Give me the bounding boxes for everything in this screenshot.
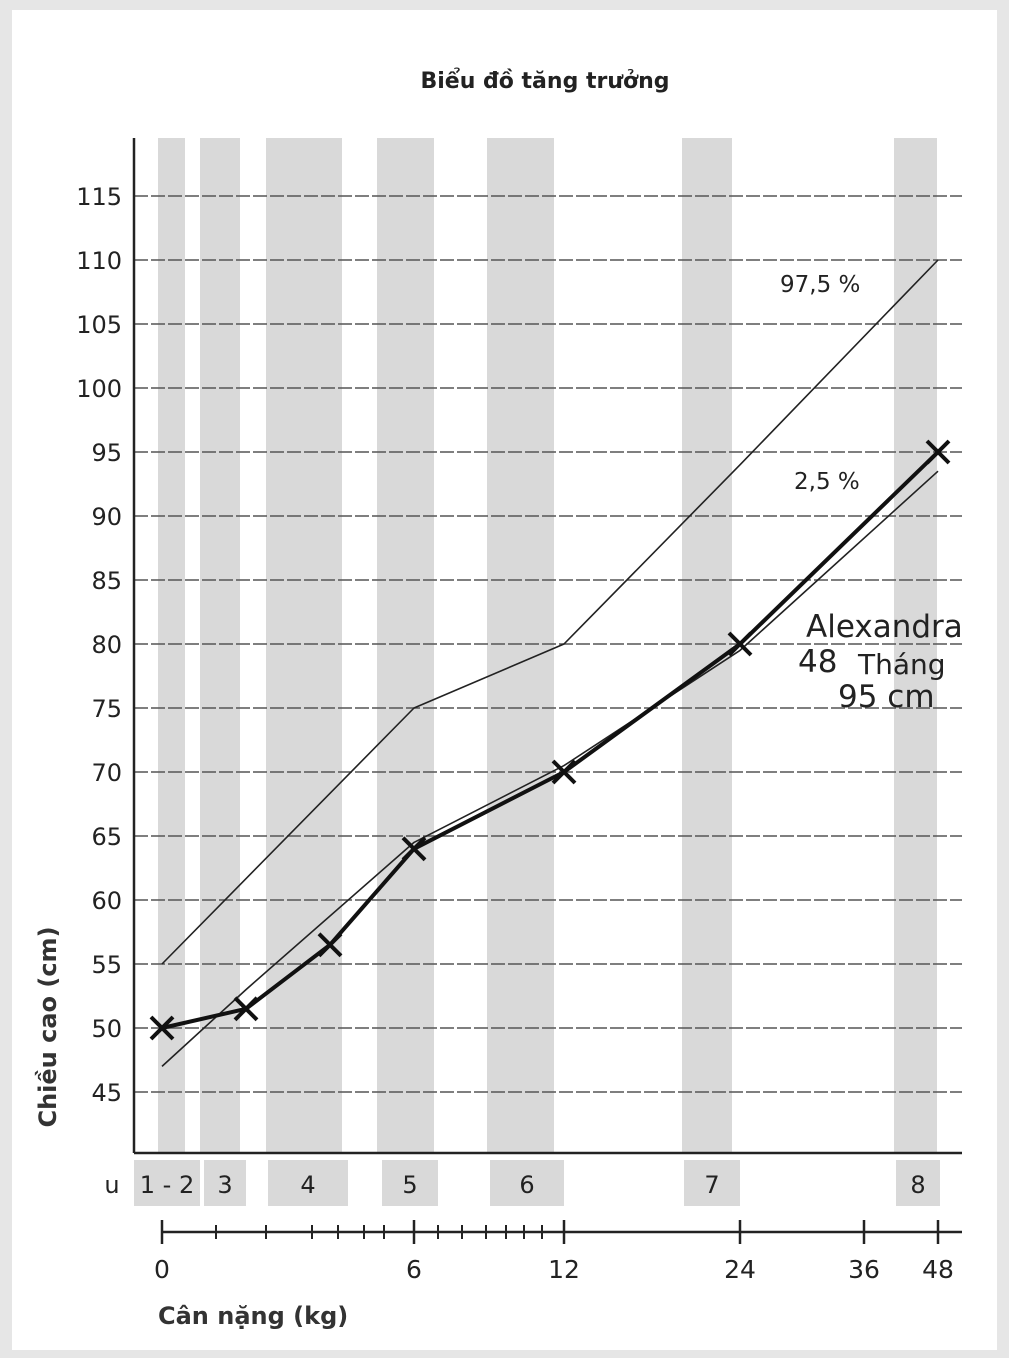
gridlines: [134, 195, 962, 1093]
band-label-box-5: [490, 1160, 564, 1206]
y-axis-title: Chiều cao (cm): [34, 926, 62, 1127]
series-line-1: [161, 259, 939, 965]
y-tick-60: 60: [91, 887, 122, 915]
data-point-5: [551, 759, 577, 785]
chart-title: Biểu đồ tăng trưởng: [420, 68, 669, 94]
data-point-4: [401, 836, 427, 862]
x-tick-0: 0: [154, 1255, 170, 1284]
y-tick-labels: 45 50 55 60 65 70 75 80 85 90 95 100 105 110 115: [76, 183, 122, 1107]
age-band-3: [266, 138, 342, 1153]
series-line-2: [161, 470, 939, 1067]
band-label-2: 3: [217, 1171, 232, 1199]
y-tick-85: 85: [91, 567, 122, 595]
band-label-7: 8: [910, 1171, 925, 1199]
band-label-3: 4: [300, 1171, 315, 1199]
y-tick-65: 65: [91, 823, 122, 851]
band-label-5: 6: [519, 1171, 534, 1199]
y-tick-55: 55: [91, 951, 122, 979]
x-tick-24: 24: [724, 1255, 756, 1284]
band-labels: u 1 - 2 3 4 5 6 7 8: [104, 1160, 940, 1206]
series-label-2-5: 2,5 %: [794, 469, 860, 495]
y-tick-90: 90: [91, 503, 122, 531]
x-axis-title: Cân nặng (kg): [158, 1302, 348, 1330]
band-label-6: 7: [704, 1171, 719, 1199]
age-band-4: [377, 138, 434, 1153]
y-tick-115: 115: [76, 183, 122, 211]
band-label-4: 5: [402, 1171, 417, 1199]
data-point-6: [727, 631, 753, 657]
data-point-7: [925, 439, 951, 465]
annotation-age-unit: Tháng: [857, 648, 946, 681]
band-label-1: 1 - 2: [140, 1171, 194, 1199]
data-markers: [149, 439, 951, 1041]
axes: [132, 138, 962, 1234]
y-tick-70: 70: [91, 759, 122, 787]
y-tick-45: 45: [91, 1079, 122, 1107]
x-tick-12: 12: [548, 1255, 580, 1284]
y-tick-75: 75: [91, 695, 122, 723]
band-label-box-6: [684, 1160, 740, 1206]
data-point-2: [233, 996, 259, 1022]
band-prefix-label: u: [104, 1171, 119, 1199]
age-band-6: [682, 138, 732, 1153]
age-band-1: [158, 138, 185, 1153]
annotation-age: 48: [798, 644, 837, 680]
band-label-box-1: [134, 1160, 200, 1206]
annotation-height: 95 cm: [838, 679, 935, 715]
y-tick-80: 80: [91, 631, 122, 659]
chart-frame: 45 50 55 60 65 70 75 80 85 90 95 100 105 110 115 0 6 12 2…: [12, 10, 997, 1350]
data-point-1: [149, 1015, 175, 1041]
band-label-box-7: [896, 1160, 940, 1206]
y-tick-95: 95: [91, 439, 122, 467]
x-tick-labels: 0 6 12 24 36 48: [154, 1220, 954, 1284]
age-band-2: [200, 138, 240, 1153]
x-tick-6: 6: [406, 1255, 422, 1284]
age-bands: [158, 138, 937, 1153]
band-label-box-3: [268, 1160, 348, 1206]
data-point-3: [317, 932, 343, 958]
series-label-97-5: 97,5 %: [780, 272, 860, 298]
y-tick-110: 110: [76, 247, 122, 275]
age-band-7: [894, 138, 937, 1153]
age-band-5: [487, 138, 554, 1153]
band-label-box-2: [204, 1160, 246, 1206]
band-label-box-4: [382, 1160, 438, 1206]
y-tick-105: 105: [76, 311, 122, 339]
x-tick-36: 36: [848, 1255, 880, 1284]
annotation-name: Alexandra: [806, 609, 963, 645]
y-tick-100: 100: [76, 375, 122, 403]
y-tick-50: 50: [91, 1015, 122, 1043]
x-tick-48: 48: [922, 1255, 954, 1284]
